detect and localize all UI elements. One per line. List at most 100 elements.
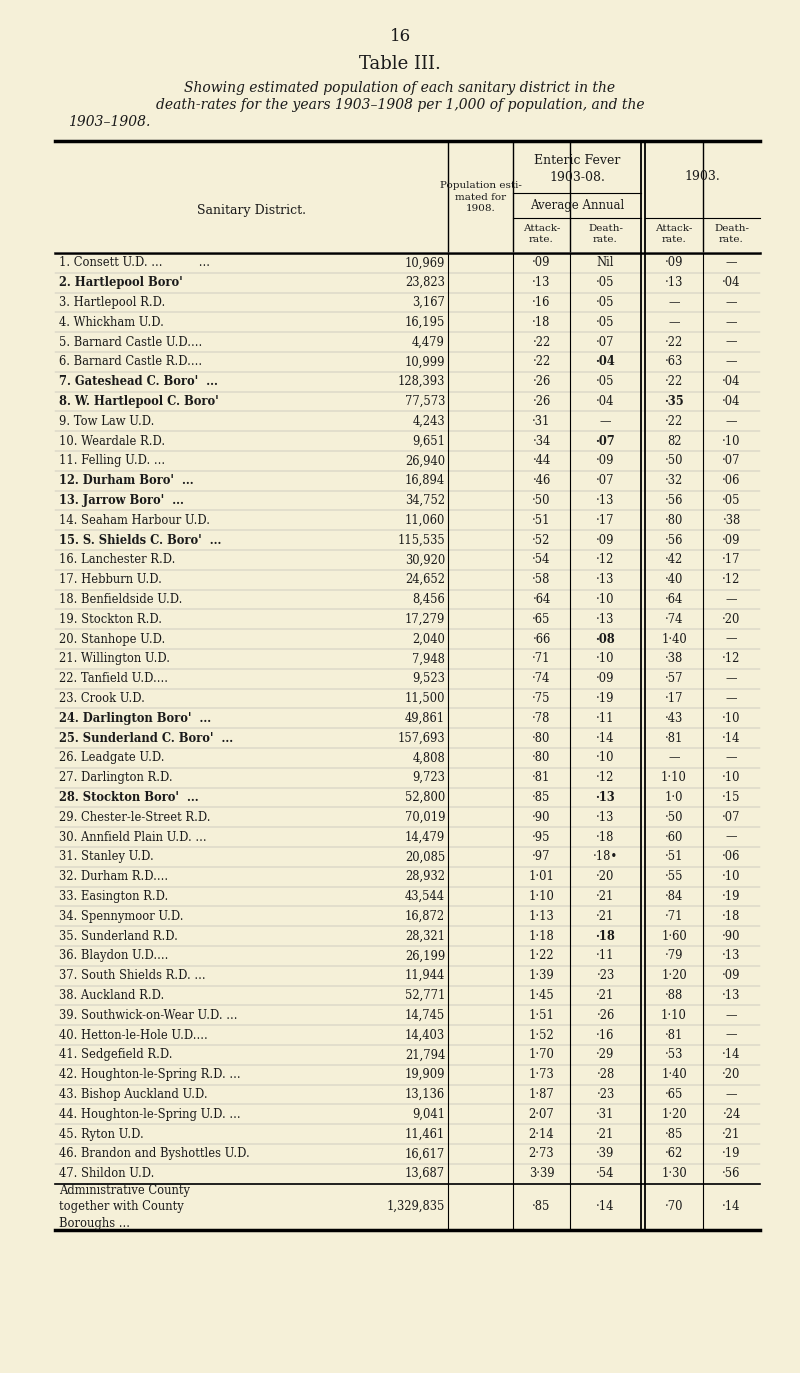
Text: 43,544: 43,544: [405, 890, 445, 903]
Text: Death-
rate.: Death- rate.: [588, 224, 623, 243]
Text: 41. Sedgefield R.D.: 41. Sedgefield R.D.: [59, 1049, 173, 1061]
Text: Enteric Fever
1903-08.: Enteric Fever 1903-08.: [534, 154, 620, 184]
Text: 1·52: 1·52: [529, 1028, 554, 1042]
Text: ·63: ·63: [665, 356, 683, 368]
Text: Table III.: Table III.: [359, 55, 441, 73]
Text: 10,999: 10,999: [405, 356, 445, 368]
Text: 15. S. Shields C. Boro'  ...: 15. S. Shields C. Boro' ...: [59, 534, 222, 546]
Text: 18. Benfieldside U.D.: 18. Benfieldside U.D.: [59, 593, 182, 605]
Text: 1,329,835: 1,329,835: [386, 1200, 445, 1214]
Text: ·60: ·60: [665, 831, 683, 843]
Text: 24,652: 24,652: [405, 573, 445, 586]
Text: ·18: ·18: [722, 910, 741, 923]
Text: 35. Sunderland R.D.: 35. Sunderland R.D.: [59, 930, 178, 943]
Text: 11,500: 11,500: [405, 692, 445, 704]
Text: —: —: [668, 297, 680, 309]
Text: ·08: ·08: [596, 633, 615, 645]
Text: 33. Easington R.D.: 33. Easington R.D.: [59, 890, 168, 903]
Text: —: —: [726, 593, 738, 605]
Text: ·09: ·09: [596, 673, 614, 685]
Text: ·10: ·10: [722, 772, 741, 784]
Text: 36. Blaydon U.D....: 36. Blaydon U.D....: [59, 949, 168, 962]
Text: ·21: ·21: [596, 890, 614, 903]
Text: 1·10: 1·10: [529, 890, 554, 903]
Text: 49,861: 49,861: [405, 711, 445, 725]
Text: 11,944: 11,944: [405, 969, 445, 982]
Text: 1·20: 1·20: [661, 1108, 687, 1120]
Text: ·20: ·20: [722, 612, 741, 626]
Text: ·10: ·10: [596, 652, 614, 666]
Text: 45. Ryton U.D.: 45. Ryton U.D.: [59, 1127, 144, 1141]
Text: 38. Auckland R.D.: 38. Auckland R.D.: [59, 989, 164, 1002]
Text: ·19: ·19: [722, 1148, 741, 1160]
Text: 2. Hartlepool Boro': 2. Hartlepool Boro': [59, 276, 182, 290]
Text: 2·73: 2·73: [529, 1148, 554, 1160]
Text: ·04: ·04: [722, 375, 741, 389]
Text: —: —: [600, 415, 611, 428]
Text: ·28: ·28: [596, 1068, 614, 1081]
Text: 40. Hetton-le-Hole U.D....: 40. Hetton-le-Hole U.D....: [59, 1028, 208, 1042]
Text: ·12: ·12: [596, 553, 614, 567]
Text: 5. Barnard Castle U.D....: 5. Barnard Castle U.D....: [59, 335, 202, 349]
Text: 23. Crook U.D.: 23. Crook U.D.: [59, 692, 145, 704]
Text: Average Annual: Average Annual: [530, 199, 624, 213]
Text: ·71: ·71: [665, 910, 683, 923]
Text: 22. Tanfield U.D....: 22. Tanfield U.D....: [59, 673, 168, 685]
Text: 14,403: 14,403: [405, 1028, 445, 1042]
Text: ·22: ·22: [532, 335, 550, 349]
Text: —: —: [726, 415, 738, 428]
Text: ·40: ·40: [665, 573, 683, 586]
Text: ·10: ·10: [596, 593, 614, 605]
Text: ·80: ·80: [532, 732, 550, 744]
Text: 1·0: 1·0: [665, 791, 683, 805]
Text: ·39: ·39: [596, 1148, 614, 1160]
Text: —: —: [726, 316, 738, 328]
Text: 1. Consett U.D. ...          ...: 1. Consett U.D. ... ...: [59, 257, 210, 269]
Text: ·51: ·51: [532, 514, 550, 527]
Text: Death-
rate.: Death- rate.: [714, 224, 749, 243]
Text: 11. Felling U.D. ...: 11. Felling U.D. ...: [59, 454, 165, 467]
Text: ·10: ·10: [596, 751, 614, 765]
Text: 24. Darlington Boro'  ...: 24. Darlington Boro' ...: [59, 711, 211, 725]
Text: ·14: ·14: [722, 1200, 741, 1214]
Text: ·20: ·20: [722, 1068, 741, 1081]
Text: 115,535: 115,535: [398, 534, 445, 546]
Text: —: —: [726, 297, 738, 309]
Text: 4,479: 4,479: [412, 335, 445, 349]
Text: 25. Sunderland C. Boro'  ...: 25. Sunderland C. Boro' ...: [59, 732, 233, 744]
Text: ·90: ·90: [722, 930, 741, 943]
Text: ·05: ·05: [596, 297, 614, 309]
Text: ·20: ·20: [596, 870, 614, 883]
Text: 4,808: 4,808: [412, 751, 445, 765]
Text: 14,479: 14,479: [405, 831, 445, 843]
Text: ·14: ·14: [596, 732, 614, 744]
Text: ·23: ·23: [596, 969, 614, 982]
Text: ·13: ·13: [596, 494, 614, 507]
Text: ·56: ·56: [722, 1167, 741, 1181]
Text: ·32: ·32: [665, 474, 683, 487]
Text: ·62: ·62: [665, 1148, 683, 1160]
Text: —: —: [726, 1009, 738, 1022]
Text: ·34: ·34: [532, 435, 550, 448]
Text: ·16: ·16: [532, 297, 550, 309]
Text: 10,969: 10,969: [405, 257, 445, 269]
Text: ·09: ·09: [532, 257, 550, 269]
Text: ·04: ·04: [722, 395, 741, 408]
Text: 1·51: 1·51: [529, 1009, 554, 1022]
Text: ·64: ·64: [532, 593, 550, 605]
Text: ·70: ·70: [665, 1200, 683, 1214]
Text: ·17: ·17: [722, 553, 741, 567]
Text: ·18•: ·18•: [593, 850, 618, 864]
Text: ·31: ·31: [532, 415, 550, 428]
Text: ·64: ·64: [665, 593, 683, 605]
Text: ·21: ·21: [722, 1127, 741, 1141]
Text: ·09: ·09: [596, 454, 614, 467]
Text: 1903.: 1903.: [685, 169, 720, 183]
Text: ·66: ·66: [532, 633, 550, 645]
Text: 16. Lanchester R.D.: 16. Lanchester R.D.: [59, 553, 175, 567]
Text: 1903–1908.: 1903–1908.: [68, 115, 150, 129]
Text: 77,573: 77,573: [405, 395, 445, 408]
Text: Administrative County
together with County
Boroughs ...: Administrative County together with Coun…: [59, 1184, 190, 1230]
Text: 11,060: 11,060: [405, 514, 445, 527]
Text: 13,687: 13,687: [405, 1167, 445, 1181]
